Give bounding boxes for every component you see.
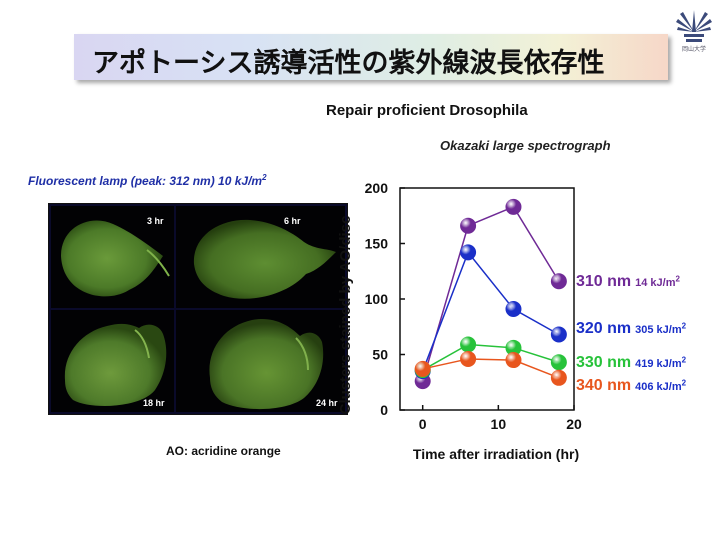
- legend-dose-text: 419 kJ/m: [635, 358, 682, 370]
- legend-entry: 330 nm 419 kJ/m2: [576, 354, 686, 372]
- x-tick-label: 10: [491, 416, 507, 432]
- data-point-340-nm: [414, 360, 431, 377]
- wing-disc-image: [61, 220, 170, 297]
- slide-title: アポトーシス誘導活性の紫外線波長依存性: [92, 48, 605, 79]
- x-tick-label: 20: [566, 416, 582, 432]
- source-label: Okazaki large spectrograph: [440, 138, 611, 153]
- chart-axes: 0 50 100 150 200 0 10 20: [365, 180, 582, 432]
- data-point-320-nm: [460, 244, 477, 261]
- series-points: [414, 198, 567, 390]
- legend-dose-sup: 2: [681, 321, 687, 331]
- micrograph-panel-24hr: 24 hr: [176, 310, 345, 412]
- legend-dose: 305 kJ/m2: [635, 321, 687, 336]
- micrograph-label: 18 hr: [143, 398, 165, 408]
- lamp-label-text: Fluorescent lamp (peak: 312 nm) 10 kJ/m: [28, 174, 263, 188]
- lamp-label-sup: 2: [262, 173, 267, 182]
- micrograph-panel-6hr: 6 hr: [176, 206, 345, 308]
- data-point-320-nm: [550, 326, 567, 343]
- university-logo-icon: [676, 10, 712, 42]
- series-line-340-nm: [422, 358, 560, 379]
- wing-disc-image: [193, 219, 336, 299]
- y-tick-label: 50: [372, 347, 388, 363]
- data-point-320-nm: [505, 300, 522, 317]
- data-point-310-nm: [550, 273, 567, 290]
- legend-series-name: 310 nm: [576, 273, 632, 290]
- legend-dose-text: 406 kJ/m: [635, 381, 682, 393]
- y-tick-label: 200: [365, 180, 389, 196]
- legend-dose-sup: 2: [681, 355, 687, 365]
- micrograph-panel-18hr: 18 hr: [51, 310, 174, 412]
- legend-dose-text: 305 kJ/m: [635, 324, 682, 336]
- data-point-340-nm: [460, 350, 477, 367]
- line-chart: 0 50 100 150 200 0 10 20 Clusters stained by AO…: [337, 180, 582, 462]
- data-point-340-nm: [550, 369, 567, 386]
- y-tick-label: 150: [365, 236, 389, 252]
- data-point-340-nm: [505, 352, 522, 369]
- title-bar: アポトーシス誘導活性の紫外線波長依存性: [74, 34, 668, 80]
- legend-series-name: 320 nm: [576, 320, 632, 337]
- university-logo-text: 岡山大学: [681, 46, 706, 53]
- legend-dose-sup: 2: [681, 378, 687, 388]
- series-line-310-nm: [421, 205, 560, 382]
- data-point-330-nm: [505, 339, 522, 356]
- series-lines: [421, 205, 560, 382]
- legend-entry: 310 nm 14 kJ/m2: [576, 273, 680, 291]
- data-point-330-nm: [460, 336, 477, 353]
- series-line-320-nm: [421, 250, 560, 372]
- legend-entry: 340 nm 406 kJ/m2: [576, 377, 686, 395]
- legend-entry: 320 nm 305 kJ/m2: [576, 320, 686, 338]
- micrograph-label: 24 hr: [316, 398, 338, 408]
- wing-disc-image: [64, 323, 167, 406]
- legend-series-name: 330 nm: [576, 354, 632, 371]
- data-point-310-nm: [505, 198, 522, 215]
- x-tick-label: 0: [419, 416, 427, 432]
- micrograph-grid: 3 hr 6 hr 18 hr 24 hr: [48, 203, 348, 415]
- y-axis-label: Clusters stained by AO/disc: [337, 216, 354, 415]
- legend-dose: 14 kJ/m2: [635, 274, 680, 289]
- legend-dose: 419 kJ/m2: [635, 355, 687, 370]
- data-point-330-nm: [550, 354, 567, 371]
- lamp-label: Fluorescent lamp (peak: 312 nm) 10 kJ/m2: [28, 173, 267, 188]
- data-point-310-nm: [460, 217, 477, 234]
- y-tick-label: 0: [380, 402, 388, 418]
- micrograph-label: 6 hr: [284, 216, 301, 226]
- ao-label: AO: acridine orange: [166, 444, 281, 458]
- chart-subtitle: Repair proficient Drosophila: [326, 102, 528, 119]
- legend-dose: 406 kJ/m2: [635, 378, 687, 393]
- micrograph-panel-3hr: 3 hr: [51, 206, 174, 308]
- wing-disc-image: [209, 318, 324, 410]
- x-axis-label: Time after irradiation (hr): [413, 446, 579, 462]
- micrograph-label: 3 hr: [147, 216, 164, 226]
- y-tick-label: 100: [365, 291, 389, 307]
- legend-series-name: 340 nm: [576, 377, 632, 394]
- series-line-330-nm: [422, 343, 560, 371]
- legend-dose-sup: 2: [675, 274, 680, 284]
- legend-dose-text: 14 kJ/m: [635, 277, 676, 289]
